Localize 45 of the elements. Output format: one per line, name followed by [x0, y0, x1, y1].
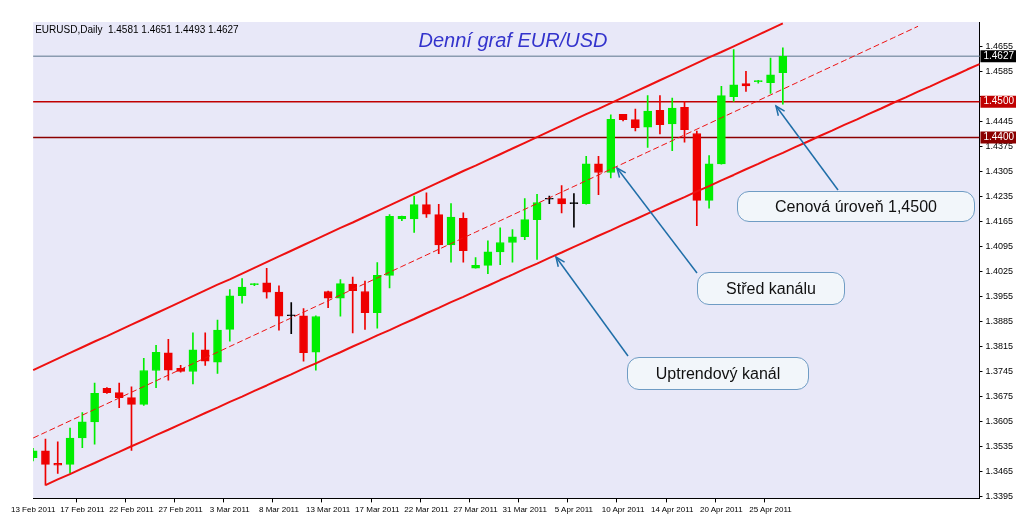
- callout: Cenová úroveň 1,4500: [737, 191, 975, 222]
- x-tick-label: 13 Mar 2011: [305, 505, 351, 515]
- x-tick-label: 27 Mar 2011: [453, 505, 499, 515]
- y-tick-label: 1.3395: [985, 491, 1013, 502]
- x-tick-label: 10 Apr 2011: [601, 505, 645, 515]
- y-tick-label: 1.3535: [985, 441, 1013, 452]
- y-tick-label: 1.4095: [985, 240, 1013, 251]
- x-tick-label: 3 Mar 2011: [209, 505, 251, 515]
- y-tick-label: 1.4305: [985, 165, 1013, 176]
- candlestick: [286, 302, 296, 334]
- ref-line-label: 1.4500: [983, 95, 1015, 107]
- x-tick-label: 22 Mar 2011: [404, 505, 450, 515]
- y-tick-label: 1.4235: [985, 190, 1013, 201]
- y-tick-label: 1.3745: [985, 366, 1013, 377]
- y-tick-label: 1.3465: [985, 466, 1013, 477]
- chart-title: Denní graf EUR/USD: [418, 28, 608, 51]
- y-tick-label: 1.4165: [985, 215, 1013, 226]
- y-tick-label: 1.3955: [985, 290, 1013, 301]
- candlestick: [729, 49, 739, 102]
- ref-line-label: 1.4400: [983, 131, 1015, 143]
- candlestick: [53, 441, 63, 474]
- y-tick-label: 1.3815: [985, 340, 1013, 351]
- annotation: EURUSD,Daily 1.4581 1.4651 1.4493 1.4627: [35, 23, 240, 35]
- y-tick-label: 1.3885: [985, 315, 1013, 326]
- y-tick-label: 1.4025: [985, 265, 1013, 276]
- y-tick-label: 1.4445: [985, 115, 1013, 126]
- callout: Uptrendový kanál: [627, 357, 809, 390]
- x-tick-label: 22 Feb 2011: [109, 505, 155, 515]
- ref-line-label: 1.4627: [983, 50, 1015, 62]
- x-tick-label: 14 Apr 2011: [650, 505, 695, 515]
- y-tick-label: 1.4585: [985, 65, 1013, 76]
- x-tick-label: 20 Apr 2011: [700, 505, 744, 515]
- x-tick-label: 17 Feb 2011: [60, 505, 106, 515]
- callout: Střed kanálu: [697, 272, 845, 305]
- x-tick-label: 27 Feb 2011: [158, 505, 204, 515]
- x-tick-label: 31 Mar 2011: [502, 505, 548, 515]
- x-tick-label: 17 Mar 2011: [355, 505, 400, 515]
- y-tick-label: 1.3675: [985, 391, 1013, 402]
- y-tick-label: 1.4655: [985, 40, 1013, 51]
- x-tick-label: 8 Mar 2011: [259, 505, 300, 515]
- x-tick-label: 13 Feb 2011: [10, 505, 56, 515]
- y-tick-label: 1.4375: [985, 140, 1013, 151]
- x-tick-label: 25 Apr 2011: [749, 505, 793, 515]
- y-tick-label: 1.3605: [985, 416, 1013, 427]
- x-tick-label: 5 Apr 2011: [554, 505, 594, 515]
